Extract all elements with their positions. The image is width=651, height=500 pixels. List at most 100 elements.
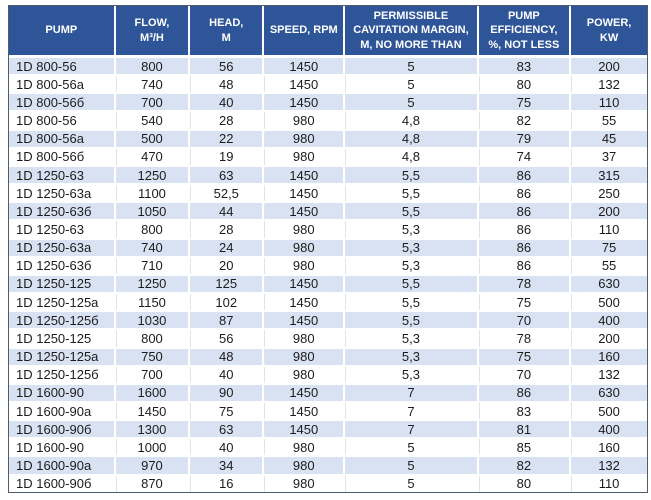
cell-head: 56 [188, 56, 263, 75]
cell-power: 132 [569, 455, 647, 474]
cell-flow: 970 [113, 455, 189, 474]
cell-speed: 1450 [262, 56, 344, 75]
cell-power: 200 [569, 56, 647, 75]
cell-head: 34 [188, 455, 263, 474]
cell-cavitation: 5 [343, 437, 477, 456]
cell-efficiency: 75 [476, 346, 570, 365]
cell-power: 630 [569, 273, 647, 293]
cell-flow: 740 [113, 237, 189, 256]
cell-power: 160 [569, 346, 647, 365]
cell-speed: 980 [262, 473, 344, 492]
cell-flow: 710 [113, 255, 189, 274]
table-row: 1D 1250-63 800 28 980 5,3 86 110 [9, 219, 647, 238]
cell-cavitation: 5,5 [343, 292, 477, 311]
cell-efficiency: 82 [476, 110, 570, 129]
table-row: 1D 1250-125б 700 40 980 5,3 70 132 [9, 364, 647, 383]
cell-head: 22 [188, 128, 263, 147]
cell-head: 102 [188, 292, 263, 311]
cell-speed: 980 [262, 328, 344, 347]
cell-efficiency: 75 [476, 92, 570, 111]
column-header-power: POWER, KW [569, 6, 647, 56]
cell-cavitation: 5 [343, 92, 477, 111]
cell-power: 132 [569, 364, 647, 383]
cell-efficiency: 80 [476, 74, 570, 93]
cell-pump: 1D 1600-90 [9, 437, 114, 455]
cell-cavitation: 5,3 [343, 219, 477, 238]
cell-power: 400 [569, 419, 647, 438]
table-row: 1D 1250-63 1250 63 1450 5,5 86 315 [9, 164, 647, 184]
cell-cavitation: 5 [343, 56, 477, 75]
table-row: 1D 1250-63б 710 20 980 5,3 86 55 [9, 255, 647, 274]
cell-cavitation: 4,8 [343, 128, 477, 147]
table-row: 1D 1250-125 800 56 980 5,3 78 200 [9, 328, 647, 347]
cell-efficiency: 78 [476, 273, 570, 293]
cell-power: 55 [569, 110, 647, 129]
cell-flow: 870 [113, 473, 189, 492]
cell-speed: 1450 [262, 74, 344, 93]
cell-head: 40 [188, 437, 263, 456]
cell-efficiency: 86 [476, 255, 570, 274]
cell-head: 125 [188, 273, 263, 293]
table-row: 1D 1250-63a 1100 52,5 1450 5,5 86 250 [9, 183, 647, 202]
cell-power: 75 [569, 237, 647, 256]
table-row: 1D 800-56б 700 40 1450 5 75 110 [9, 92, 647, 111]
cell-head: 20 [188, 255, 263, 274]
table-row: 1D 1600-90б 870 16 980 5 80 110 [9, 473, 647, 492]
cell-head: 28 [188, 110, 263, 129]
cell-speed: 980 [262, 364, 344, 383]
table-row: 1D 800-56a 740 48 1450 5 80 132 [9, 74, 647, 93]
cell-efficiency: 80 [476, 473, 570, 492]
cell-speed: 980 [262, 146, 344, 165]
cell-flow: 1100 [113, 183, 189, 202]
cell-pump: 1D 800-56б [9, 92, 114, 110]
column-header-head: HEAD, M [188, 6, 263, 56]
cell-head: 19 [188, 146, 263, 165]
cell-flow: 1250 [113, 164, 189, 184]
cell-flow: 800 [113, 56, 189, 75]
cell-speed: 1450 [262, 164, 344, 184]
cell-pump: 1D 1600-90a [9, 400, 114, 419]
cell-cavitation: 5 [343, 455, 477, 474]
cell-efficiency: 85 [476, 437, 570, 456]
cell-flow: 540 [113, 110, 189, 129]
column-header-cavitation: PERMISSIBLE CAVITATION MARGIN, M, NO MOR… [343, 6, 477, 56]
cell-power: 315 [569, 164, 647, 184]
cell-pump: 1D 800-56б [9, 146, 114, 165]
cell-cavitation: 4,8 [343, 146, 477, 165]
cell-flow: 1150 [113, 292, 189, 311]
cell-power: 500 [569, 292, 647, 311]
cell-pump: 1D 1250-63б [9, 255, 114, 274]
cell-flow: 800 [113, 219, 189, 238]
cell-efficiency: 86 [476, 382, 570, 401]
cell-flow: 700 [113, 364, 189, 383]
pump-table-body: 1D 800-56 800 56 1450 5 83 200 1D 800-56a 740 48 1… [9, 56, 647, 492]
cell-efficiency: 79 [476, 128, 570, 147]
cell-flow: 800 [113, 328, 189, 347]
cell-flow: 500 [113, 128, 189, 147]
table-row: 1D 1600-90a 970 34 980 5 82 132 [9, 455, 647, 474]
cell-cavitation: 5,3 [343, 346, 477, 365]
cell-pump: 1D 1250-63a [9, 183, 114, 201]
header-row: PUMP FLOW, M³/H HEAD, M SPEED, RPM PERMI… [9, 6, 647, 56]
cell-head: 44 [188, 201, 263, 220]
cell-speed: 980 [262, 455, 344, 474]
cell-power: 500 [569, 400, 647, 420]
cell-pump: 1D 1250-125a [9, 292, 114, 310]
cell-power: 37 [569, 146, 647, 165]
cell-power: 110 [569, 92, 647, 111]
cell-speed: 1450 [262, 400, 344, 420]
cell-cavitation: 5,5 [343, 273, 477, 293]
cell-cavitation: 7 [343, 400, 477, 420]
cell-efficiency: 78 [476, 328, 570, 347]
cell-efficiency: 86 [476, 201, 570, 220]
cell-speed: 980 [262, 255, 344, 274]
cell-flow: 750 [113, 346, 189, 365]
cell-efficiency: 75 [476, 292, 570, 311]
cell-head: 16 [188, 473, 263, 492]
cell-pump: 1D 1250-125 [9, 273, 114, 292]
table-row: 1D 1600-90 1000 40 980 5 85 160 [9, 437, 647, 456]
cell-power: 55 [569, 255, 647, 274]
cell-power: 45 [569, 128, 647, 147]
table-row: 1D 1600-90a 1450 75 1450 7 83 500 [9, 400, 647, 420]
cell-flow: 1450 [113, 400, 189, 420]
